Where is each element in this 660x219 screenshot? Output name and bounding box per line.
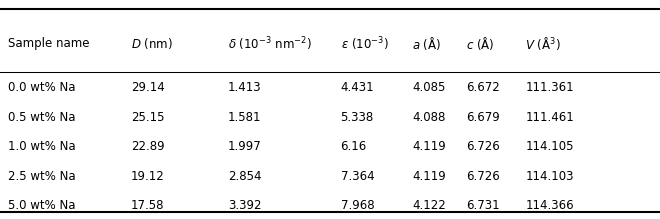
Text: 1.413: 1.413 (228, 81, 261, 94)
Text: 7.364: 7.364 (341, 170, 374, 183)
Text: 22.89: 22.89 (131, 140, 164, 153)
Text: 111.461: 111.461 (525, 111, 574, 124)
Text: 1.581: 1.581 (228, 111, 261, 124)
Text: 6.679: 6.679 (466, 111, 500, 124)
Text: 7.968: 7.968 (341, 199, 374, 212)
Text: 4.431: 4.431 (341, 81, 374, 94)
Text: 4.088: 4.088 (412, 111, 446, 124)
Text: 4.119: 4.119 (412, 140, 446, 153)
Text: 0.5 wt% Na: 0.5 wt% Na (8, 111, 75, 124)
Text: 2.854: 2.854 (228, 170, 261, 183)
Text: 114.103: 114.103 (525, 170, 574, 183)
Text: 4.085: 4.085 (412, 81, 446, 94)
Text: 2.5 wt% Na: 2.5 wt% Na (8, 170, 75, 183)
Text: $\varepsilon$ (10$^{-3}$): $\varepsilon$ (10$^{-3}$) (341, 35, 388, 53)
Text: 3.392: 3.392 (228, 199, 261, 212)
Text: 6.731: 6.731 (466, 199, 500, 212)
Text: 25.15: 25.15 (131, 111, 164, 124)
Text: Sample name: Sample name (8, 37, 89, 50)
Text: 5.338: 5.338 (341, 111, 374, 124)
Text: 29.14: 29.14 (131, 81, 164, 94)
Text: $\delta$ (10$^{-3}$ nm$^{-2}$): $\delta$ (10$^{-3}$ nm$^{-2}$) (228, 35, 312, 53)
Text: 6.672: 6.672 (466, 81, 500, 94)
Text: 6.726: 6.726 (466, 140, 500, 153)
Text: $D$ (nm): $D$ (nm) (131, 36, 172, 51)
Text: 17.58: 17.58 (131, 199, 164, 212)
Text: 6.726: 6.726 (466, 170, 500, 183)
Text: 114.105: 114.105 (525, 140, 574, 153)
Text: 6.16: 6.16 (341, 140, 367, 153)
Text: $V$ (Å$^{3}$): $V$ (Å$^{3}$) (525, 35, 561, 52)
Text: 111.361: 111.361 (525, 81, 574, 94)
Text: 0.0 wt% Na: 0.0 wt% Na (8, 81, 75, 94)
Text: $a$ (Å): $a$ (Å) (412, 35, 442, 52)
Text: $c$ (Å): $c$ (Å) (466, 35, 494, 52)
Text: 4.122: 4.122 (412, 199, 446, 212)
Text: 1.0 wt% Na: 1.0 wt% Na (8, 140, 75, 153)
Text: 5.0 wt% Na: 5.0 wt% Na (8, 199, 75, 212)
Text: 19.12: 19.12 (131, 170, 164, 183)
Text: 1.997: 1.997 (228, 140, 261, 153)
Text: 114.366: 114.366 (525, 199, 574, 212)
Text: 4.119: 4.119 (412, 170, 446, 183)
